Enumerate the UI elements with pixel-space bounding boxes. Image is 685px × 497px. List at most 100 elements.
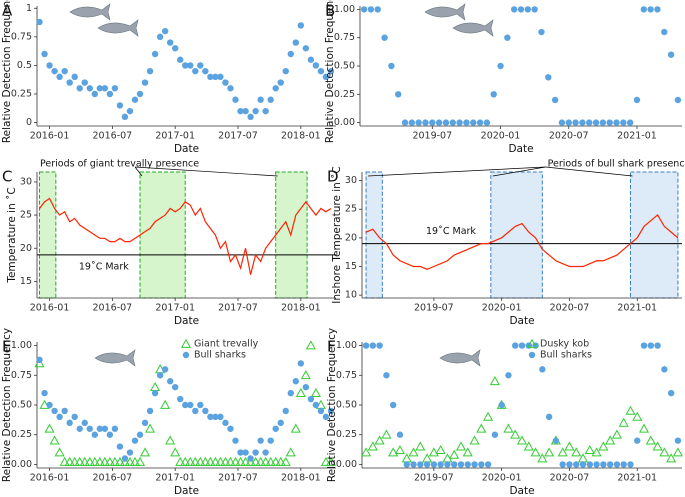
x-axis-title: Date (174, 143, 199, 155)
circle-marker (317, 407, 325, 415)
circle-marker (106, 90, 114, 98)
triangle-marker (625, 405, 636, 415)
circle-marker (61, 67, 68, 75)
x-tick-label: 2016-07 (93, 473, 133, 484)
triangle-marker (462, 447, 473, 457)
y-tick-label: 0.75 (334, 32, 355, 43)
circle-marker (403, 461, 410, 468)
triangle-marker (124, 456, 136, 466)
circle-marker (232, 96, 239, 103)
circle-marker (464, 461, 471, 468)
circle-marker (262, 449, 269, 456)
y-tick-label: 0 (26, 117, 32, 128)
triangle-marker (285, 447, 296, 457)
circle-marker (518, 342, 526, 349)
fish-illustration (452, 19, 494, 37)
circle-marker (116, 443, 124, 450)
circle-marker (287, 50, 294, 58)
triangle-marker (325, 456, 337, 466)
circle-marker (647, 342, 655, 349)
triangle-marker (503, 423, 514, 433)
circle-marker (410, 461, 417, 468)
circle-marker (237, 107, 244, 115)
x-tick-label: 2019-07 (414, 303, 454, 314)
circle-marker (146, 407, 154, 415)
circle-marker (552, 437, 560, 444)
circle-marker (626, 119, 634, 126)
circle-marker (483, 119, 491, 126)
circle-marker (76, 425, 83, 432)
triangle-marker (250, 456, 261, 466)
circle-marker (376, 342, 383, 349)
panel: 0.00 0.25 0.50 0.75 1.00 2019-07 2020-01 2020-0… (326, 328, 683, 497)
circle-marker (66, 79, 73, 86)
presence-period (629, 171, 679, 299)
circle-marker (192, 407, 199, 415)
x-tick-label: 2018-01 (281, 131, 321, 142)
y-tick-label: 25 (20, 210, 32, 221)
circle-marker (177, 56, 184, 63)
circle-marker (46, 62, 53, 69)
y-tick-label: 0.50 (11, 400, 32, 411)
circle-marker (257, 96, 264, 103)
circle-marker (71, 73, 78, 81)
triangle-marker (305, 340, 316, 350)
circle-marker (312, 401, 320, 409)
circle-marker (437, 461, 444, 468)
circle-marker (252, 107, 259, 115)
circle-marker (430, 461, 438, 468)
triangle-marker (537, 453, 548, 463)
circle-marker (166, 378, 174, 385)
y-tick-label: 0.00 (336, 459, 357, 470)
triangle-marker (428, 447, 439, 457)
circle-marker (51, 407, 58, 415)
circle-marker (389, 401, 397, 409)
x-tick-label: 2020-01 (481, 131, 521, 142)
circle-marker (504, 34, 511, 41)
panel: 0.00 0.25 0.50 0.75 1.00 2019-07 2020-01 2020-0… (324, 0, 682, 155)
circle-marker (126, 449, 134, 456)
temperature-line (39, 197, 332, 275)
triangle-marker (618, 417, 629, 427)
circle-marker (182, 401, 189, 409)
circle-marker (449, 119, 456, 126)
circle-marker (156, 372, 164, 379)
annotation-leader (368, 166, 546, 177)
circle-marker (565, 119, 572, 126)
x-tick-label: 2016-01 (30, 303, 70, 314)
triangle-marker (260, 456, 271, 466)
triangle-marker (84, 456, 95, 466)
triangle-marker (180, 338, 192, 348)
annotation: 19˚C Mark (79, 261, 129, 272)
panel: 10 15 20 25 30 2019-07 2020-01 2020-07 2021-01 Da… (327, 159, 685, 328)
circle-marker (287, 389, 294, 397)
x-axis-title: Date (509, 485, 534, 497)
triangle-marker (94, 456, 105, 466)
x-tick-label: 2016-01 (30, 131, 70, 142)
circle-marker (613, 119, 620, 126)
triangle-marker (200, 456, 211, 466)
circle-marker (566, 461, 573, 468)
circle-marker (272, 85, 279, 92)
circle-marker (187, 401, 194, 409)
triangle-marker (300, 370, 311, 380)
triangle-marker (195, 456, 206, 466)
x-axis-title: Date (174, 485, 199, 497)
triangle-marker (564, 441, 575, 451)
y-tick-label: 0.00 (11, 459, 32, 470)
triangle-marker (150, 381, 161, 392)
circle-marker (217, 73, 224, 81)
triangle-marker (557, 447, 568, 457)
triangle-marker (408, 447, 419, 457)
circle-marker (429, 119, 436, 126)
triangle-marker (49, 435, 60, 445)
x-tick-label: 2020-07 (550, 303, 590, 314)
circle-marker (524, 6, 532, 13)
circle-marker (586, 461, 593, 468)
circle-marker (408, 119, 416, 126)
circle-marker (457, 461, 465, 468)
circle-marker (471, 461, 478, 468)
triangle-marker (205, 456, 216, 466)
fish-illustration (424, 3, 466, 21)
circle-marker (257, 437, 264, 444)
